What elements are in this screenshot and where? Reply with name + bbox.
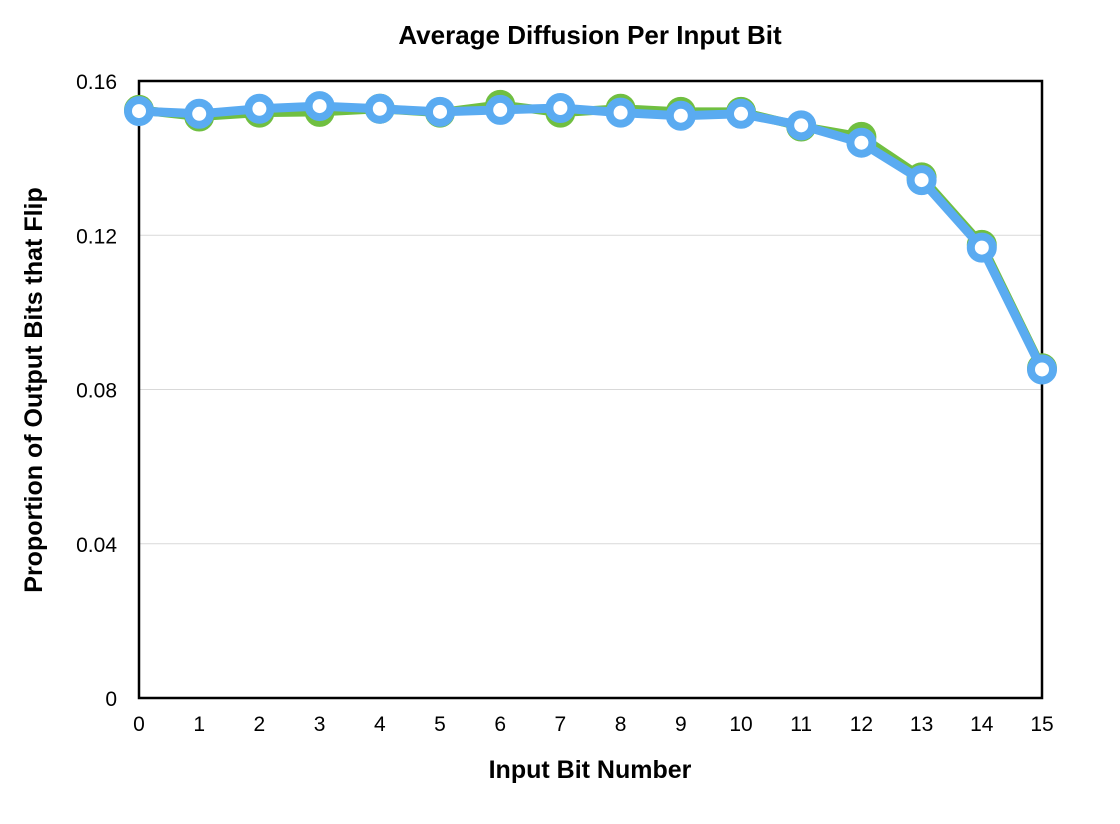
y-tick-label: 0 [105,688,117,711]
series-2-point [605,97,636,128]
x-axis-ticks: 0 1 2 3 4 5 6 7 8 9 10 11 12 13 14 15 [133,713,1054,736]
x-axis-label: Input Bit Number [489,756,692,784]
series-2-point [244,93,275,124]
x-tick-label: 0 [133,713,145,736]
series-2-point [425,96,455,127]
y-tick-label: 0.16 [76,71,117,94]
series-2-point [665,100,696,131]
y-axis-ticks: 0 0.04 0.08 0.12 0.16 [76,71,117,711]
x-tick-label: 12 [850,713,873,736]
x-tick-label: 3 [314,713,326,736]
series-2-point [485,94,516,125]
x-tick-label: 7 [555,713,567,736]
x-tick-label: 2 [254,713,266,736]
series-layer [124,89,1057,385]
x-tick-label: 5 [434,713,446,736]
series-2-point [786,110,817,141]
series-1 [124,89,1057,384]
y-tick-label: 0.04 [76,534,117,557]
x-tick-label: 4 [374,713,386,736]
x-tick-label: 14 [970,713,994,736]
series-2-point [304,91,335,122]
series-2-point [364,93,395,124]
series-2 [124,91,1057,385]
series-2-line [134,101,1047,374]
series-2-point [124,96,154,127]
series-2-point [966,232,997,263]
x-tick-label: 10 [729,713,752,736]
y-tick-label: 0.12 [76,225,117,248]
y-tick-label: 0.08 [76,380,117,403]
series-2-point [726,98,756,129]
x-tick-label: 6 [494,713,506,736]
series-2-point [545,92,576,123]
series-2-point [184,98,215,129]
x-tick-label: 15 [1030,713,1053,736]
series-2-point [906,165,937,196]
x-tick-label: 9 [675,713,687,736]
x-tick-label: 11 [790,713,812,736]
plot-area-frame [137,79,1044,700]
series-2-point [1027,354,1057,385]
x-tick-label: 8 [615,713,627,736]
x-tick-label: 13 [910,713,933,736]
chart-title: Average Diffusion Per Input Bit [398,20,782,50]
gridlines [139,234,1042,545]
series-1-line [134,100,1047,373]
x-tick-label: 1 [193,713,205,736]
series-2-point [846,127,877,158]
y-axis-label: Proportion of Output Bits that Flip [20,187,48,592]
